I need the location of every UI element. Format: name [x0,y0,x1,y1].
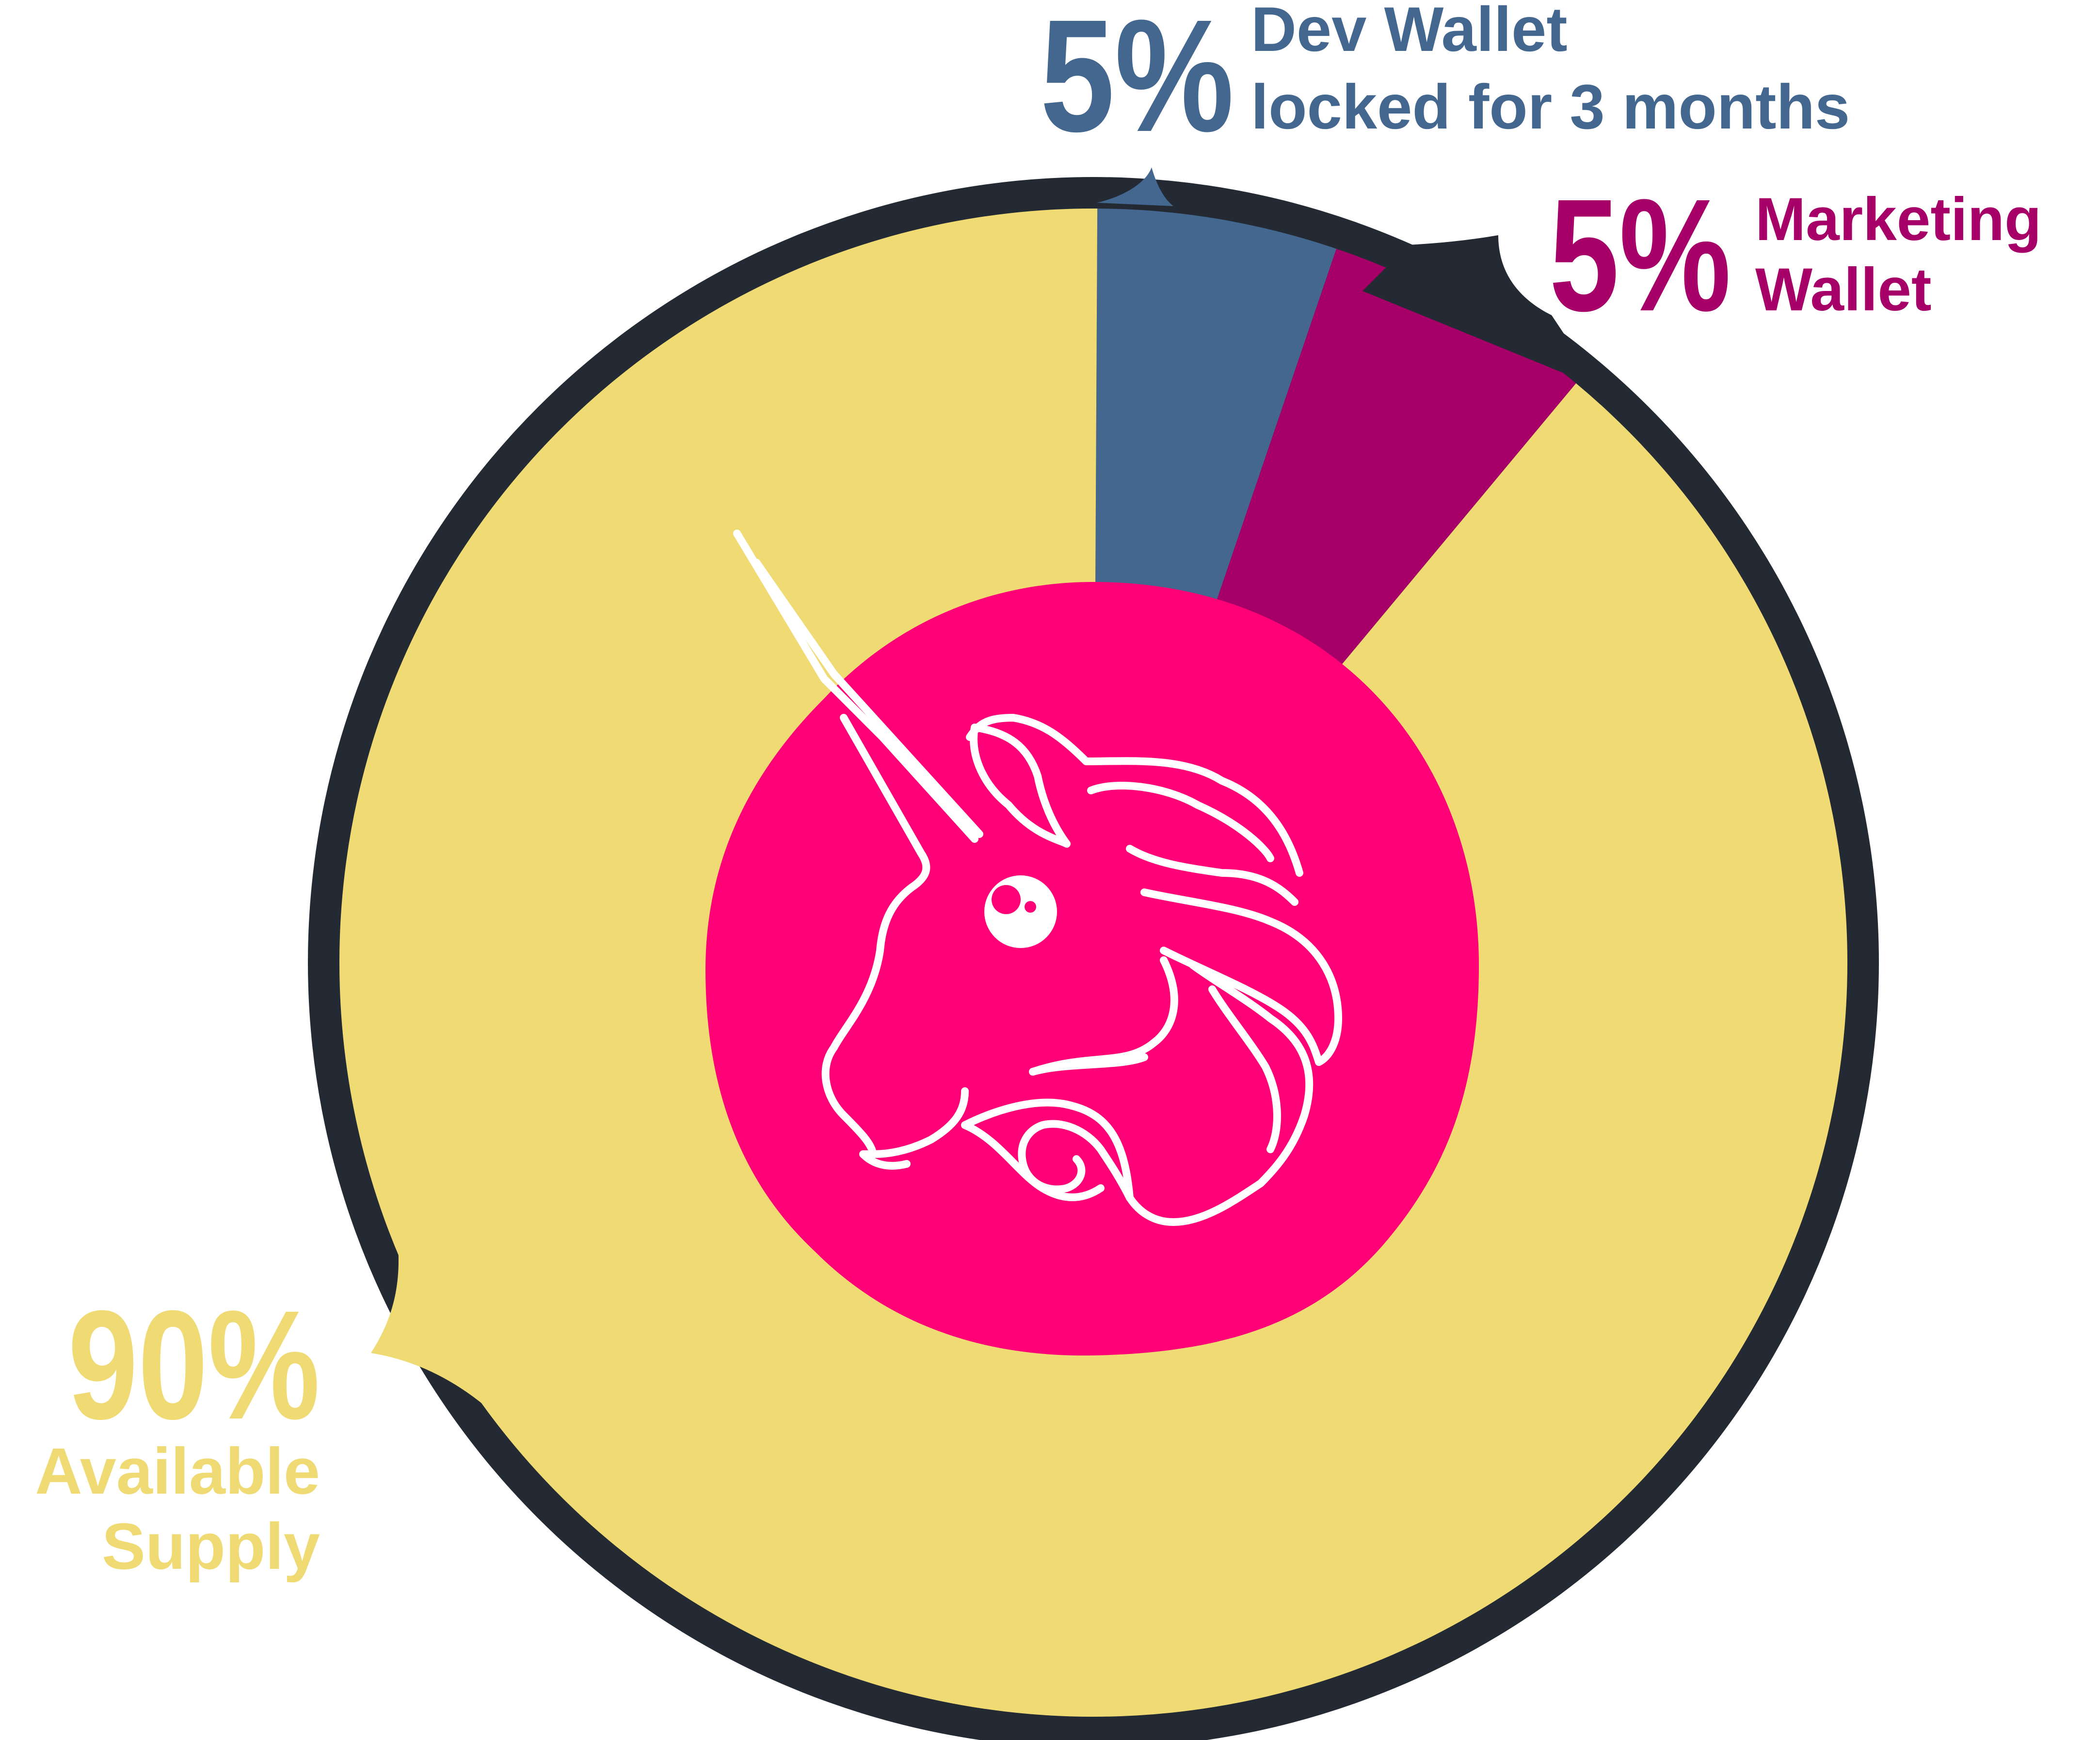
available-supply-pointer [371,1188,582,1450]
dev-wallet-subtitle: locked for 3 months [1251,71,1850,142]
marketing-wallet-title: Marketing [1755,186,2041,253]
marketing-wallet-subtitle: Wallet [1755,256,1931,323]
dev-wallet-title: Dev Wallet [1251,0,1568,64]
available-supply-percent: 90% [68,1278,320,1451]
available-supply-title: Available [35,1434,320,1508]
available-supply-label: 90% Available Supply [35,1278,320,1583]
dev-wallet-pointer [1097,167,1173,206]
marketing-wallet-label: 5% Marketing Wallet [1549,165,2041,344]
marketing-wallet-percent: 5% [1549,165,1731,344]
unicorn-logo-icon [733,530,1342,1226]
marketing-wallet-pointer [1363,235,1600,388]
available-supply-subtitle: Supply [102,1510,320,1583]
dev-wallet-label: 5% Dev Wallet locked for 3 months [1040,0,1850,165]
dev-wallet-percent: 5% [1040,0,1234,165]
